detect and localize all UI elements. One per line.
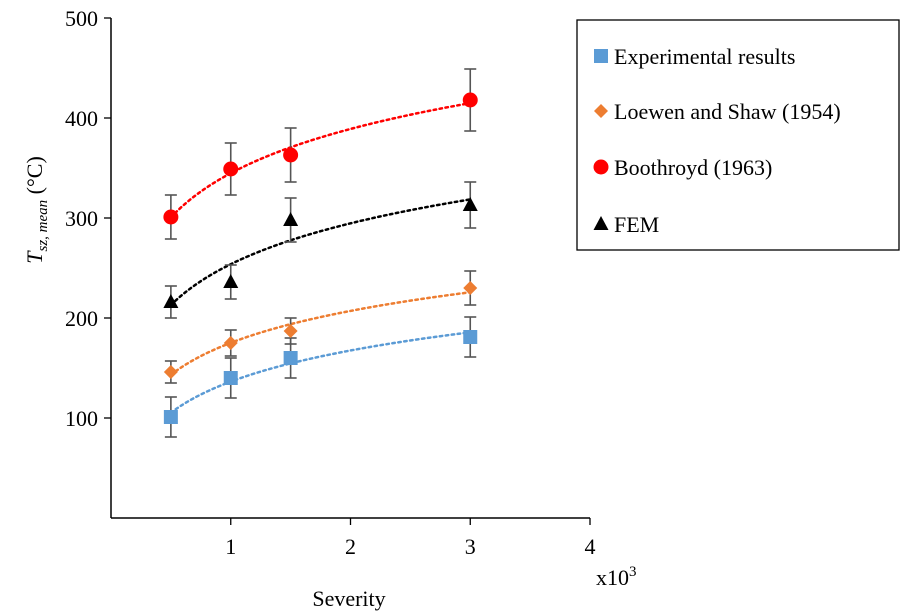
y-axis-label: Tsz, mean (°C) [22,156,51,264]
y-axis-label-main: T [22,250,47,264]
trend-line-2 [169,101,472,219]
data-point-1 [283,324,298,338]
data-point-1 [163,365,178,379]
data-point-1 [463,281,478,295]
data-point-1 [223,336,238,350]
x-tick-label: 4 [585,534,596,559]
data-point-0 [283,351,298,365]
legend-marker-3 [593,216,609,230]
data-point-0 [163,410,178,424]
data-point-2 [462,92,478,108]
trend-lines [169,101,472,414]
y-axis-label-subscript: sz, mean [35,200,51,252]
x-axis-label: Severity [312,586,385,611]
data-point-0 [463,330,478,344]
data-point-3 [223,274,239,288]
x-axis-multiplier-exponent: 3 [629,564,637,580]
legend-label-2: Boothroyd (1963) [614,155,772,180]
x-axis-multiplier: x103 [596,564,637,590]
y-tick-label: 400 [65,106,98,131]
legend-marker-1 [594,104,608,118]
x-tick-label: 3 [465,534,476,559]
x-ticks: 1 2 3 4 [225,518,596,559]
data-point-2 [163,209,179,225]
error-bars [164,68,477,438]
trend-line-3 [169,198,472,307]
legend-label-0: Experimental results [614,44,795,69]
legend-marker-0 [594,49,608,63]
legend-label-1: Loewen and Shaw (1954) [614,99,841,124]
legend-marker-2 [593,159,609,175]
axes [110,18,590,519]
y-tick-label: 300 [65,206,98,231]
legend: Experimental results Loewen and Shaw (195… [576,19,900,251]
y-tick-label: 100 [65,406,98,431]
data-markers [163,92,478,424]
y-axis-label-unit: (°C) [22,156,47,200]
data-point-2 [223,161,239,177]
legend-box [576,19,900,251]
y-tick-label: 500 [65,6,98,31]
legend-label-3: FEM [614,212,659,237]
x-tick-label: 2 [345,534,356,559]
data-point-3 [462,197,478,211]
y-tick-label: 200 [65,306,98,331]
y-ticks: 100 200 300 400 500 [65,6,111,431]
data-point-3 [283,212,299,226]
trend-line-1 [169,291,472,376]
x-tick-label: 1 [225,534,236,559]
data-point-3 [163,294,179,308]
x-axis-multiplier-base: x10 [596,565,629,590]
data-point-0 [223,371,238,385]
data-point-2 [283,147,299,163]
trend-line-0 [169,331,472,414]
